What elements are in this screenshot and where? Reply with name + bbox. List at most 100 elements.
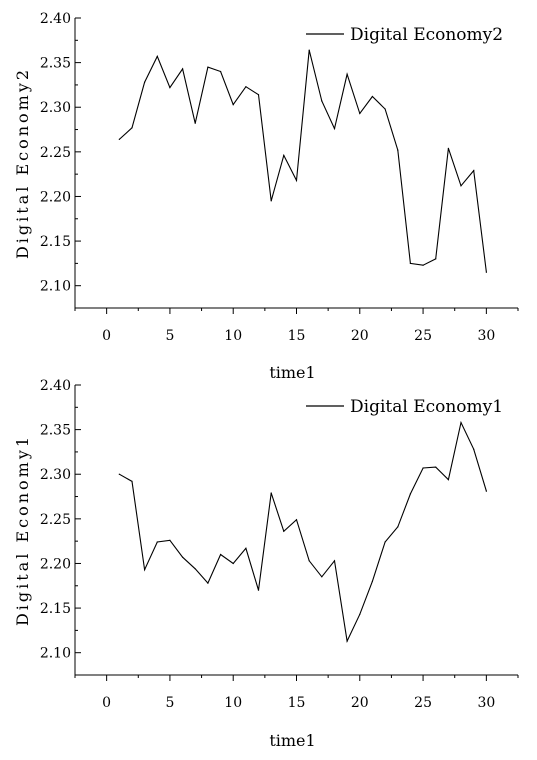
data-point (422, 264, 424, 266)
y-tick-label: 2.30 (40, 100, 71, 116)
data-point (194, 568, 196, 570)
data-point (220, 553, 222, 556)
y-tick-label: 2.25 (40, 145, 71, 161)
data-point (182, 68, 184, 70)
data-point (397, 149, 399, 151)
data-point (283, 530, 285, 532)
x-tick-label: 30 (477, 328, 495, 344)
y-tick-label: 2.15 (40, 234, 71, 250)
data-point (245, 547, 247, 549)
data-point (169, 539, 171, 541)
data-point (156, 541, 158, 543)
x-tick-label: 20 (351, 328, 369, 344)
data-point (447, 479, 449, 481)
data-point (409, 262, 411, 264)
x-tick-label: 10 (224, 328, 242, 344)
y-tick-label: 2.35 (40, 423, 71, 439)
x-axis-title: time1 (269, 731, 315, 750)
x-tick-label: 25 (414, 328, 432, 344)
data-point (232, 104, 234, 106)
data-point (118, 473, 120, 475)
data-point (131, 127, 133, 129)
data-point (371, 95, 373, 98)
data-point (460, 421, 462, 424)
data-point (144, 569, 146, 571)
y-tick-label: 2.20 (40, 189, 71, 205)
y-tick-label: 2.40 (40, 378, 71, 394)
data-point (422, 467, 424, 469)
data-point (270, 200, 272, 202)
data-point (270, 492, 272, 494)
data-point (182, 556, 184, 558)
x-tick-label: 0 (102, 328, 111, 344)
data-point (384, 541, 386, 543)
x-tick-label: 0 (102, 695, 111, 711)
data-point (371, 580, 373, 582)
data-point (232, 562, 234, 565)
data-point (321, 100, 323, 102)
data-point (220, 70, 222, 73)
data-point (384, 108, 386, 110)
legend-label: Digital Economy2 (350, 25, 503, 45)
y-tick-label: 2.40 (40, 11, 71, 27)
series-line-1 (118, 49, 487, 273)
data-point (473, 448, 475, 450)
data-point (295, 179, 298, 181)
data-point (308, 560, 310, 562)
data-point (346, 73, 348, 75)
data-point (333, 128, 336, 130)
data-point (397, 526, 399, 528)
data-point (473, 170, 475, 172)
y-tick-label: 2.10 (40, 646, 71, 662)
data-point (207, 66, 209, 68)
data-point (308, 49, 310, 51)
x-tick-label: 15 (288, 328, 306, 344)
data-point (435, 258, 437, 260)
x-tick-label: 15 (288, 695, 306, 711)
x-tick-label: 5 (165, 695, 174, 711)
data-point (257, 94, 260, 96)
y-tick-label: 2.30 (40, 467, 71, 483)
data-point (435, 466, 437, 468)
data-point (118, 138, 120, 140)
x-tick-label: 20 (351, 695, 369, 711)
y-tick-label: 2.25 (40, 512, 71, 528)
y-tick-label: 2.35 (40, 56, 71, 72)
x-tick-label: 10 (224, 695, 242, 711)
x-tick-label: 5 (165, 328, 174, 344)
x-tick-label: 25 (414, 695, 432, 711)
data-point (257, 589, 260, 591)
data-point (359, 613, 361, 615)
data-point (409, 493, 411, 495)
data-point (207, 582, 209, 584)
data-point (245, 86, 247, 88)
data-point (169, 87, 171, 89)
y-tick-label: 2.10 (40, 279, 71, 295)
series-line-1 (119, 420, 487, 643)
data-point (194, 122, 196, 124)
x-axis-title: time1 (269, 363, 315, 382)
data-point (485, 271, 487, 273)
x-tick-label: 30 (477, 695, 495, 711)
data-point (346, 640, 348, 642)
data-point (321, 576, 323, 578)
chart-panel-1: 2.10 2.15 2.20 2.25 2.30 2.35 2.40 0 5 10 15 20 25 30… (13, 11, 519, 382)
data-point (485, 490, 487, 492)
y-axis-title: Digital Economy1 (13, 434, 32, 626)
data-point (333, 560, 336, 562)
y-axis-title: Digital Economy2 (13, 67, 32, 259)
data-point (283, 154, 285, 156)
data-point (156, 55, 158, 58)
data-point (447, 147, 449, 149)
data-point (131, 480, 133, 482)
y-tick-label: 2.20 (40, 556, 71, 572)
data-point (144, 81, 146, 83)
data-point (460, 185, 462, 187)
data-point (359, 112, 361, 115)
y-tick-label: 2.15 (40, 601, 71, 617)
data-point (295, 519, 298, 521)
chart-panel-2: 2.10 2.15 2.20 2.25 2.30 2.35 2.40 0 5 10 15 20 25 30… (13, 378, 519, 750)
legend-label: Digital Economy1 (350, 397, 503, 417)
